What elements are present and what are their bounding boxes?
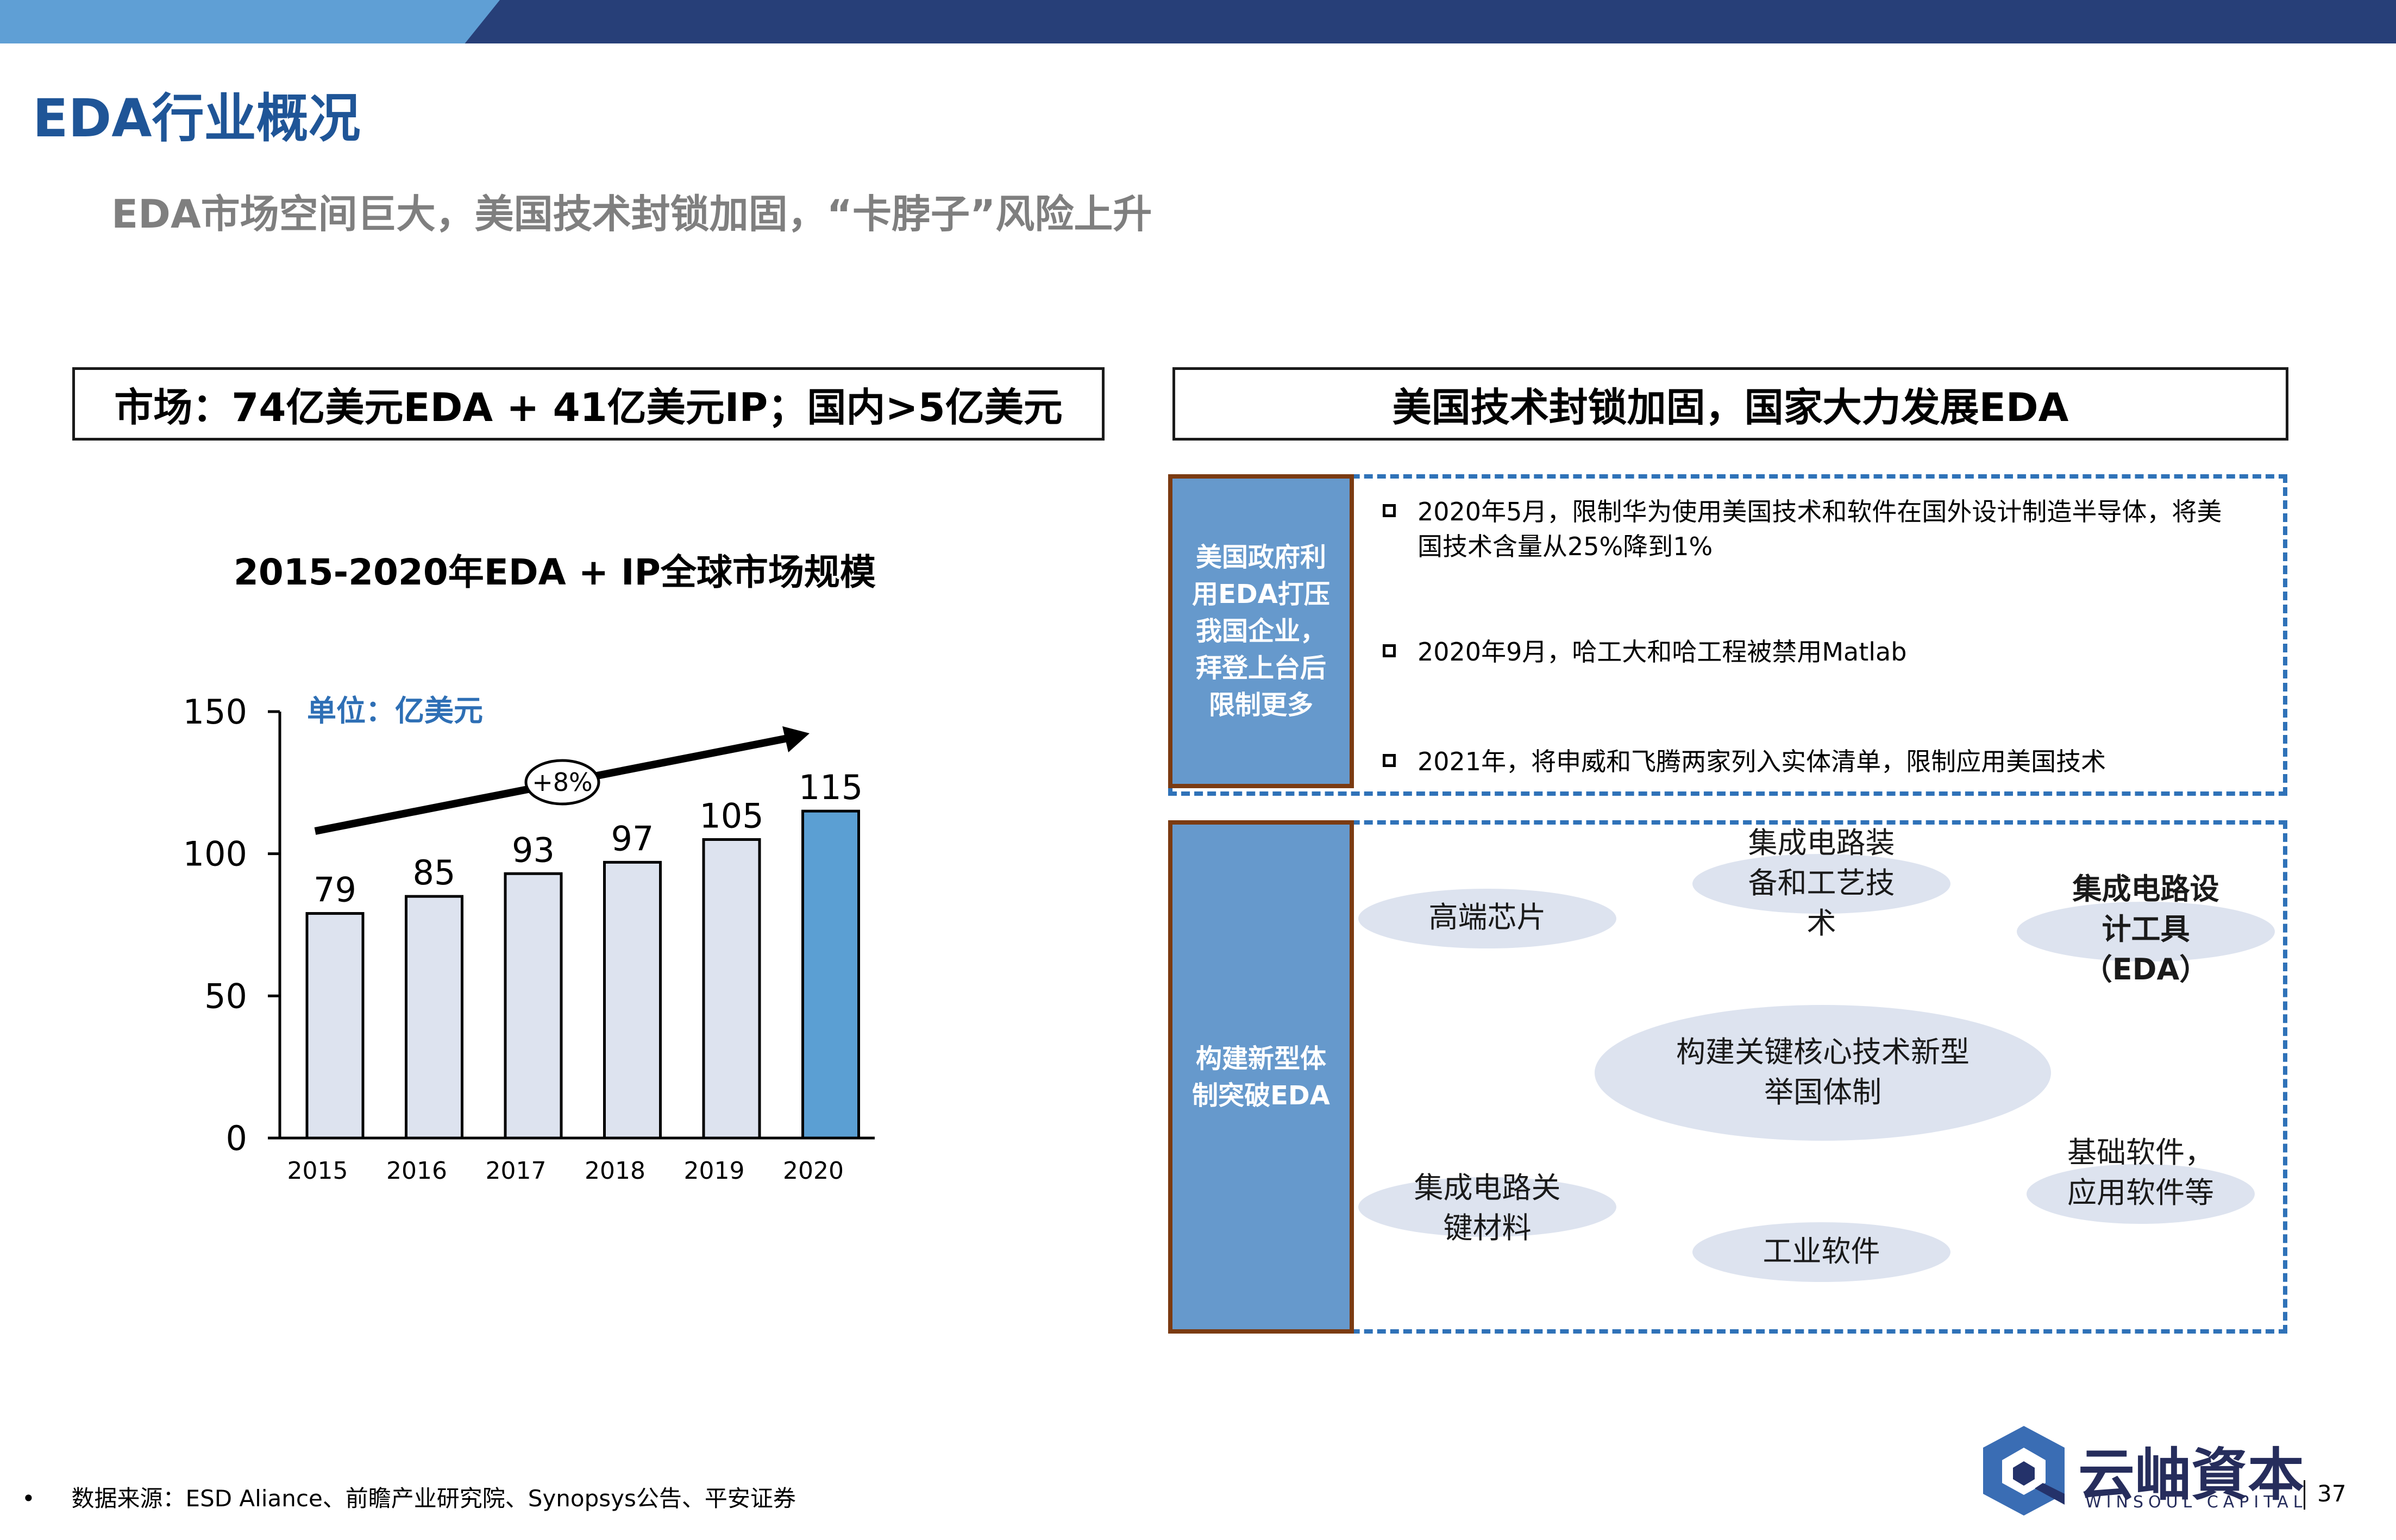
item-industrial-software: 工业软件 — [1762, 1234, 1880, 1268]
ellipse-equipment — [1692, 854, 1950, 914]
bar — [305, 912, 365, 1140]
page-number: 37 — [2317, 1480, 2347, 1507]
page-subtitle: EDA市场空间巨大，美国技术封锁加固，“卡脖子”风险上升 — [111, 191, 1152, 237]
checkbox-bullet-icon — [1383, 504, 1396, 517]
bar-value-label: 115 — [799, 768, 863, 807]
growth-arrow-head — [782, 726, 810, 752]
chart-title: 2015-2020年EDA + IP全球市场规模 — [234, 551, 876, 593]
bar-value-label: 85 — [413, 853, 456, 892]
bar-value-label: 93 — [512, 830, 555, 870]
logo-text: 云岫資本 — [2078, 1442, 2305, 1508]
x-tick-label: 2020 — [783, 1157, 844, 1185]
page-title: EDA行业概况 — [33, 88, 361, 149]
bar — [801, 809, 860, 1140]
item-high-end-chips: 高端芯片 — [1428, 900, 1546, 934]
market-heading: 市场：74亿美元EDA + 41亿美元IP；国内>5亿美元 — [72, 367, 1105, 441]
bar — [702, 838, 761, 1140]
checkbox-bullet-icon — [1383, 644, 1396, 657]
bar-value-label: 97 — [611, 819, 654, 858]
ellipse-eda-tools — [2017, 902, 2275, 961]
bullet-item: 2021年，将申威和飞腾两家列入实体清单，限制应用美国技术 — [1383, 744, 2236, 779]
data-source-text: 数据来源：ESD Aliance、前瞻产业研究院、Synopsys公告、平安证券 — [71, 1485, 796, 1512]
item-ic-materials: 集成电路关键材料 — [1414, 1171, 1561, 1245]
x-tick-label: 2017 — [486, 1157, 547, 1185]
winsoul-logo-icon — [1983, 1426, 2065, 1516]
x-tick-label: 2015 — [287, 1157, 348, 1185]
y-tick-label: 100 — [183, 834, 247, 874]
bullet-item: 2020年5月，限制华为使用美国技术和软件在国外设计制造半导体，将美国技术含量从… — [1383, 494, 2236, 564]
unit-label: 单位：亿美元 — [307, 694, 483, 728]
checkbox-bullet-icon — [1383, 754, 1396, 767]
bullet-item: 2020年9月，哈工大和哈工程被禁用Matlab — [1383, 634, 2236, 669]
y-tick-label: 0 — [226, 1118, 247, 1158]
ellipse-chips — [1358, 889, 1616, 948]
ellipse-software — [2027, 1164, 2255, 1224]
top-bar-accent — [0, 0, 500, 43]
item-ic-design-tools: 集成电路设计工具（EDA） — [2072, 872, 2219, 986]
page-separator — [2304, 1480, 2305, 1510]
strategy-label: 构建新型体制突破EDA — [1168, 820, 1354, 1334]
restrictions-label: 美国政府利用EDA打压我国企业，拜登上台后限制更多 — [1168, 474, 1354, 788]
item-basic-software: 基础软件，应用软件等 — [2067, 1135, 2214, 1210]
ellipse-industrial — [1692, 1222, 1950, 1282]
item-ic-equipment: 集成电路装备和工艺技术 — [1748, 826, 1895, 940]
bar — [504, 872, 563, 1140]
policy-heading: 美国技术封锁加固，国家大力发展EDA — [1172, 367, 2288, 441]
data-source: • 数据来源：ESD Aliance、前瞻产业研究院、Synopsys公告、平安… — [22, 1485, 796, 1512]
bullet-text: 2021年，将申威和飞腾两家列入实体清单，限制应用美国技术 — [1417, 747, 2106, 776]
bar-value-label: 79 — [313, 870, 356, 910]
x-tick-label: 2018 — [585, 1157, 645, 1185]
growth-label: +8% — [532, 768, 593, 797]
growth-badge — [524, 759, 600, 806]
y-tick-label: 150 — [183, 692, 247, 732]
bullet-text: 2020年5月，限制华为使用美国技术和软件在国外设计制造半导体，将美国技术含量从… — [1417, 497, 2222, 561]
x-tick-label: 2016 — [386, 1157, 447, 1185]
y-tick-label: 50 — [204, 976, 247, 1016]
bar — [405, 895, 463, 1140]
bar-value-label: 105 — [699, 796, 763, 836]
ellipse-materials — [1358, 1177, 1616, 1237]
x-tick-label: 2019 — [684, 1157, 745, 1185]
ellipse-core — [1595, 1005, 2051, 1141]
logo-subtext: WINSOUL CAPITAL — [2085, 1493, 2307, 1512]
bullet-text: 2020年9月，哈工大和哈工程被禁用Matlab — [1417, 637, 1907, 667]
bar — [603, 860, 662, 1140]
market-size-chart: 0 50 100 150 79 2015 85 2016 93 2017 97 2018 105 201… — [183, 692, 875, 1185]
item-core-system: 构建关键核心技术新型举国体制 — [1676, 1035, 1970, 1109]
